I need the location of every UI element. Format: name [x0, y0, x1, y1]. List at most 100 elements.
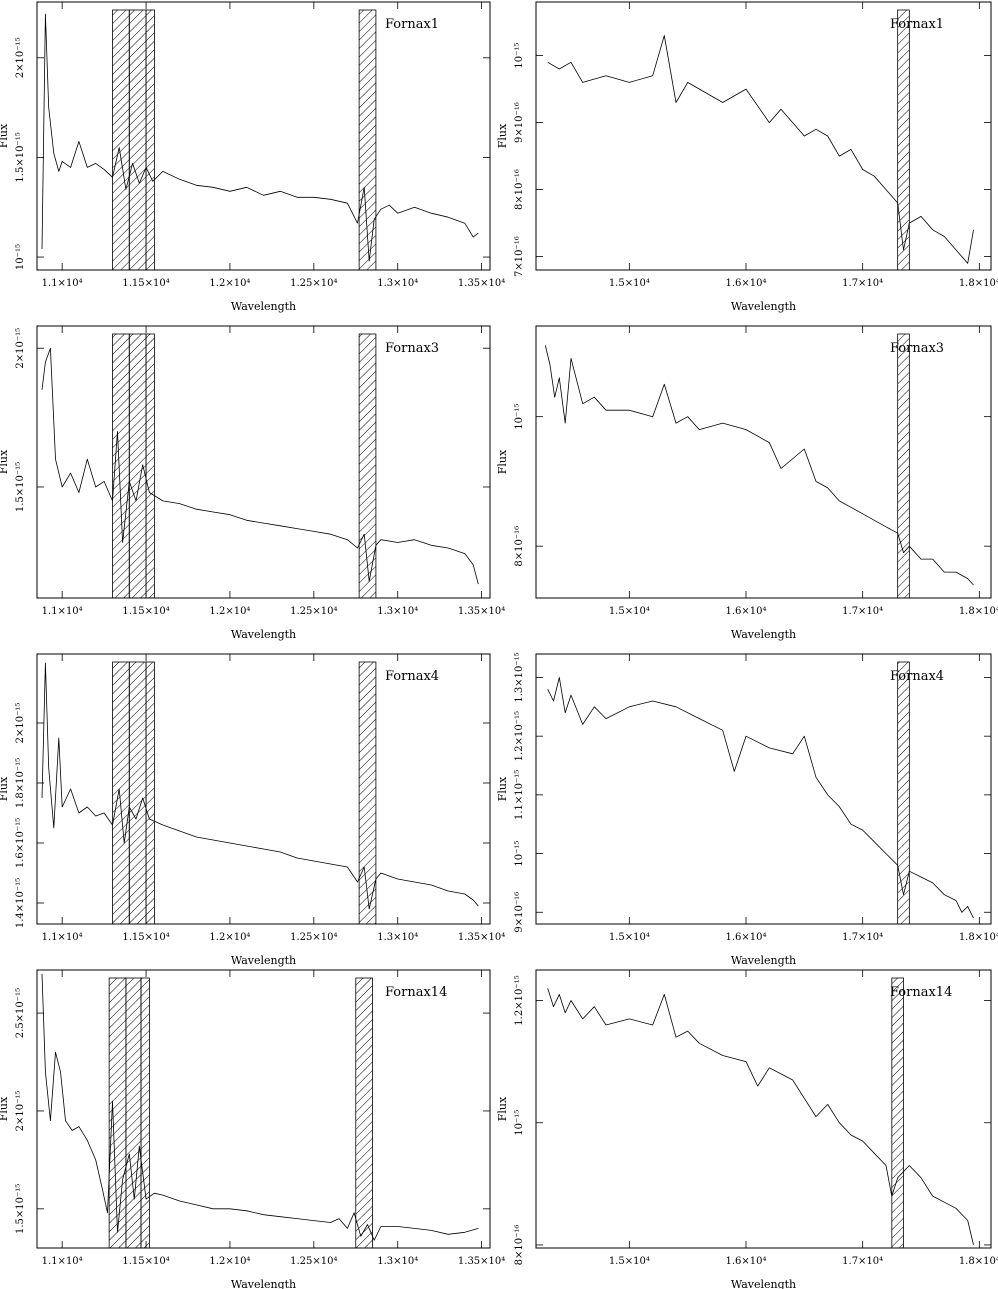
chart-7-panel-label: Fornax14 — [890, 985, 952, 1000]
chart-0-xtick-label-1: 1.15×10⁴ — [122, 278, 169, 289]
chart-6-spectrum-line — [41, 973, 479, 1241]
chart-5-xtick-label-0: 1.5×10⁴ — [609, 932, 650, 943]
chart-4-panel-label: Fornax4 — [385, 669, 439, 684]
chart-6-xtick-label-1: 1.15×10⁴ — [122, 1256, 169, 1267]
chart-7-xlabel: Wavelength — [731, 1278, 796, 1289]
chart-2-ylabel: Flux — [0, 449, 10, 474]
chart-0-ytick-label-0: 10⁻¹⁵ — [15, 244, 26, 270]
chart-0-band-0 — [112, 9, 130, 271]
chart-4-xtick-label-0: 1.1×10⁴ — [42, 932, 83, 943]
chart-3-xtick-label-3: 1.8×10⁴ — [959, 606, 998, 617]
chart-1-spectrum-line — [547, 35, 974, 264]
chart-0-frame — [36, 1, 491, 271]
chart-1-xtick-label-0: 1.5×10⁴ — [609, 278, 650, 289]
chart-5-xtick-label-1: 1.6×10⁴ — [725, 932, 766, 943]
chart-1-panel-label: Fornax1 — [890, 17, 944, 32]
chart-4-spectrum-line — [41, 662, 479, 910]
chart-4-xlabel: Wavelength — [231, 954, 296, 967]
chart-2-spectrum-line — [41, 347, 479, 585]
chart-7-frame — [535, 969, 992, 1249]
chart-5-frame — [535, 653, 992, 925]
chart-0-panel: 1.1×10⁴ 1.15×10⁴ 1.2×10⁴ 1.25×10⁴ 1.3×10⁴ 1.3… — [0, 1, 505, 313]
chart-4-band-0 — [112, 661, 130, 925]
chart-1-xlabel: Wavelength — [731, 300, 796, 313]
chart-2-band-1 — [128, 333, 147, 599]
chart-4-frame — [36, 653, 491, 925]
chart-4-xtick-label-4: 1.3×10⁴ — [377, 932, 418, 943]
chart-6-xlabel: Wavelength — [231, 1278, 296, 1289]
chart-1-ytick-label-3: 10⁻¹⁵ — [514, 43, 525, 69]
chart-4-ytick-label-2: 1.8×10⁻¹⁵ — [15, 758, 26, 808]
chart-1-xtick-label-2: 1.7×10⁴ — [842, 278, 883, 289]
chart-2-xtick-label-1: 1.15×10⁴ — [122, 606, 169, 617]
chart-5-xlabel: Wavelength — [731, 954, 796, 967]
chart-2-xtick-label-2: 1.2×10⁴ — [209, 606, 250, 617]
chart-0-ylabel: Flux — [0, 123, 10, 148]
chart-3-band-0 — [897, 333, 910, 599]
chart-1-xtick-label-1: 1.6×10⁴ — [725, 278, 766, 289]
chart-3-xtick-label-2: 1.7×10⁴ — [842, 606, 883, 617]
chart-0-ytick-label-2: 2×10⁻¹⁵ — [15, 37, 26, 78]
chart-5-spectrum-line — [547, 677, 974, 919]
chart-6-xtick-label-4: 1.3×10⁴ — [377, 1256, 418, 1267]
chart-7-ytick-label-2: 1.2×10⁻¹⁵ — [514, 975, 525, 1025]
chart-7-xtick-label-2: 1.7×10⁴ — [842, 1256, 883, 1267]
chart-3-xtick-label-1: 1.6×10⁴ — [725, 606, 766, 617]
chart-6-ylabel: Flux — [0, 1096, 10, 1121]
chart-7-ylabel: Flux — [496, 1096, 509, 1121]
chart-6-panel: 1.1×10⁴ 1.15×10⁴ 1.2×10⁴ 1.25×10⁴ 1.3×10⁴ 1.3… — [0, 969, 505, 1289]
chart-6-frame — [36, 969, 491, 1249]
chart-5-xtick-label-2: 1.7×10⁴ — [842, 932, 883, 943]
chart-1-ylabel: Flux — [496, 123, 509, 148]
chart-5-panel-label: Fornax4 — [890, 669, 944, 684]
chart-4-ylabel: Flux — [0, 776, 10, 801]
chart-5-ytick-label-3: 1.2×10⁻¹⁵ — [514, 711, 525, 761]
chart-0-band-1 — [128, 9, 147, 271]
chart-6-band-2 — [140, 977, 150, 1249]
chart-6-band-1 — [125, 977, 142, 1249]
chart-6-band-3 — [355, 977, 373, 1249]
chart-6-xtick-label-0: 1.1×10⁴ — [42, 1256, 83, 1267]
chart-3-ytick-label-0: 8×10⁻¹⁶ — [514, 526, 525, 567]
chart-5-ytick-label-0: 9×10⁻¹⁶ — [514, 892, 525, 933]
chart-0-xtick-label-2: 1.2×10⁴ — [209, 278, 250, 289]
chart-7-xtick-label-1: 1.6×10⁴ — [725, 1256, 766, 1267]
chart-5-band-0 — [897, 661, 910, 925]
chart-5-ytick-label-2: 1.1×10⁻¹⁵ — [514, 770, 525, 820]
chart-6-xtick-label-3: 1.25×10⁴ — [290, 1256, 337, 1267]
chart-1-ytick-label-1: 8×10⁻¹⁶ — [514, 169, 525, 210]
chart-4-ytick-label-3: 2×10⁻¹⁵ — [15, 703, 26, 744]
chart-5-ytick-label-1: 10⁻¹⁵ — [514, 841, 525, 867]
chart-7-xtick-label-0: 1.5×10⁴ — [609, 1256, 650, 1267]
chart-2-band-2 — [145, 333, 155, 599]
chart-7-band-0 — [891, 977, 904, 1249]
chart-3-panel-label: Fornax3 — [890, 341, 944, 356]
chart-3-xlabel: Wavelength — [731, 628, 796, 641]
chart-4-panel: 1.1×10⁴ 1.15×10⁴ 1.2×10⁴ 1.25×10⁴ 1.3×10⁴ 1.3… — [0, 653, 505, 967]
chart-4-ytick-label-1: 1.6×10⁻¹⁵ — [15, 818, 26, 868]
chart-6-ytick-label-0: 1.5×10⁻¹⁵ — [15, 1184, 26, 1234]
chart-2-frame — [36, 325, 491, 599]
chart-0-spectrum-line — [41, 13, 479, 262]
chart-1-xtick-label-3: 1.8×10⁴ — [959, 278, 998, 289]
chart-0-xtick-label-0: 1.1×10⁴ — [42, 278, 83, 289]
chart-7-panel: 1.5×10⁴ 1.6×10⁴ 1.7×10⁴ 1.8×10⁴ 8×10⁻¹⁶ 10⁻¹⁵… — [496, 969, 998, 1289]
chart-0-xtick-label-3: 1.25×10⁴ — [290, 278, 337, 289]
chart-4-band-1 — [128, 661, 147, 925]
chart-7-spectrum-line — [547, 988, 974, 1245]
chart-1-frame — [535, 1, 992, 271]
chart-0-panel-label: Fornax1 — [385, 17, 439, 32]
chart-0-xlabel: Wavelength — [231, 300, 296, 313]
chart-4-xtick-label-2: 1.2×10⁴ — [209, 932, 250, 943]
chart-5-ylabel: Flux — [496, 776, 509, 801]
chart-2-ytick-label-1: 2×10⁻¹⁵ — [15, 328, 26, 369]
chart-2-ytick-label-0: 1.5×10⁻¹⁵ — [15, 462, 26, 512]
chart-0-xtick-label-4: 1.3×10⁴ — [377, 278, 418, 289]
chart-2-xtick-label-0: 1.1×10⁴ — [42, 606, 83, 617]
chart-2-xlabel: Wavelength — [231, 628, 296, 641]
chart-4-xtick-label-5: 1.35×10⁴ — [458, 932, 505, 943]
chart-1-ytick-label-2: 9×10⁻¹⁶ — [514, 102, 525, 143]
chart-3-ylabel: Flux — [496, 449, 509, 474]
